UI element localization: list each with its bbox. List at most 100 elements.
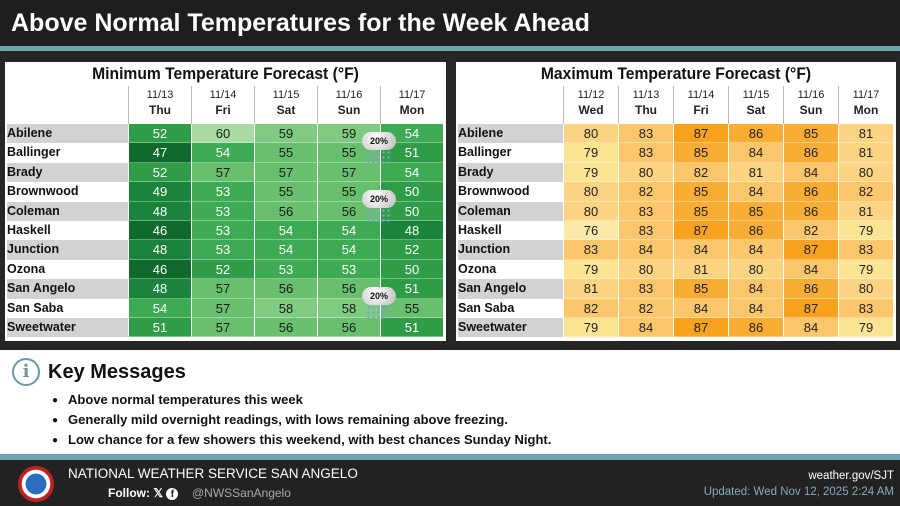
temp-cell: 54: [254, 240, 317, 260]
temp-cell: 80: [563, 201, 618, 221]
temp-cell: 49: [128, 182, 191, 202]
temp-cell: 86: [728, 318, 783, 338]
cloud-icon: 20%: [362, 132, 396, 150]
city-name: Ballinger: [7, 143, 128, 163]
temp-cell: 52: [191, 259, 254, 280]
key-messages: i Key Messages Above normal temperatures…: [0, 350, 900, 454]
temp-cell: 60: [191, 124, 254, 144]
temp-cell: 56: [254, 201, 317, 221]
city-name: Ballinger: [458, 143, 563, 163]
temp-cell: 80: [838, 162, 893, 183]
temp-cell: 85: [673, 279, 728, 299]
table-row: San Saba 82 82 84 84 87 83: [458, 298, 893, 318]
temp-cell: 54: [128, 298, 191, 318]
temp-cell: 53: [191, 201, 254, 221]
temp-cell: 53: [191, 240, 254, 260]
temp-cell: 82: [618, 298, 673, 318]
temp-cell: 80: [563, 124, 618, 144]
temp-cell: 82: [563, 298, 618, 318]
temp-cell: 48: [380, 221, 443, 241]
table-row: San Saba 54 57 58 58 55: [7, 298, 443, 318]
temp-cell: 53: [191, 221, 254, 241]
city-name: Ozona: [458, 259, 563, 280]
temp-cell: 47: [128, 143, 191, 163]
rain-drops-icon: [366, 305, 392, 322]
temp-cell: 84: [783, 318, 838, 338]
temp-cell: 81: [673, 259, 728, 280]
temp-cell: 82: [783, 221, 838, 241]
column-date: 11/15: [272, 89, 300, 101]
city-name: San Saba: [7, 298, 128, 318]
temp-cell: 81: [728, 162, 783, 183]
table-row: Brady 79 80 82 81 84 80: [458, 162, 893, 183]
divider: [0, 46, 900, 51]
table-row: San Angelo 48 57 56 56 51: [7, 279, 443, 299]
temp-cell: 87: [673, 318, 728, 338]
column-day: Wed: [578, 103, 604, 117]
column-header: 11/17 Mon: [838, 86, 893, 124]
updated-timestamp: Updated: Wed Nov 12, 2025 2:24 AM: [703, 486, 894, 498]
city-name: Coleman: [7, 201, 128, 221]
temp-cell: 57: [191, 162, 254, 183]
temp-cell: 53: [317, 259, 380, 280]
table-row: Abilene 80 83 87 86 85 81: [458, 124, 893, 144]
temp-cell: 85: [728, 201, 783, 221]
temp-cell: 55: [380, 298, 443, 318]
temp-cell: 46: [128, 259, 191, 280]
x-icon[interactable]: 𝕏: [153, 486, 164, 500]
temp-cell: 87: [783, 240, 838, 260]
temp-cell: 83: [618, 279, 673, 299]
key-messages-list: Above normal temperatures this week Gene…: [52, 390, 551, 450]
temp-cell: 48: [128, 240, 191, 260]
column-date: 11/17: [398, 89, 426, 101]
temp-cell: 51: [380, 143, 443, 163]
temp-cell: 52: [128, 124, 191, 144]
temp-cell: 82: [618, 182, 673, 202]
column-day: Fri: [215, 103, 231, 117]
cloud-icon: 20%: [362, 287, 396, 306]
temp-cell: 55: [317, 143, 380, 163]
temp-cell: 54: [317, 240, 380, 260]
column-header: 11/17 Mon: [380, 86, 443, 124]
temp-cell: 84: [783, 259, 838, 280]
temp-cell: 83: [838, 298, 893, 318]
city-name: Brady: [7, 162, 128, 183]
temp-cell: 85: [673, 143, 728, 163]
temp-cell: 51: [128, 318, 191, 338]
temp-cell: 79: [563, 318, 618, 338]
table-row: Abilene 52 60 59 59 54: [7, 124, 443, 144]
min-table-title: Minimum Temperature Forecast (°F): [92, 64, 359, 83]
temp-cell: 79: [838, 221, 893, 241]
key-message: Above normal temperatures this week: [52, 390, 551, 410]
column-header: 11/16 Sun: [783, 86, 838, 124]
column-day: Thu: [635, 103, 657, 117]
table-row: Ozona 46 52 53 53 50: [7, 259, 443, 280]
temp-cell: 83: [618, 124, 673, 144]
temp-cell: 86: [783, 143, 838, 163]
key-message: Generally mild overnight readings, with …: [52, 410, 551, 430]
social-handle[interactable]: @NWSSanAngelo: [192, 486, 291, 500]
temp-cell: 56: [317, 318, 380, 338]
temp-cell: 83: [563, 240, 618, 260]
city-name: San Angelo: [458, 279, 563, 299]
table-row: Coleman 80 83 85 85 86 81: [458, 201, 893, 221]
temp-cell: 84: [728, 240, 783, 260]
table-row: Brownwood 80 82 85 84 86 82: [458, 182, 893, 202]
city-name: Haskell: [458, 221, 563, 241]
temp-cell: 46: [128, 221, 191, 241]
rain-chance-icon: 20%: [362, 283, 396, 323]
temp-cell: 80: [618, 162, 673, 183]
temp-cell: 48: [128, 279, 191, 299]
temp-cell: 80: [838, 279, 893, 299]
column-header: 11/15 Sat: [728, 86, 783, 124]
facebook-icon[interactable]: f: [166, 488, 179, 500]
temp-cell: 83: [838, 240, 893, 260]
city-name: Brady: [458, 162, 563, 183]
city-name: San Saba: [458, 298, 563, 318]
website-link[interactable]: weather.gov/SJT: [808, 470, 894, 482]
city-name: Brownwood: [7, 182, 128, 202]
temp-cell: 56: [317, 201, 380, 221]
rain-drops-icon: [366, 150, 392, 166]
max-temp-table: Maximum Temperature Forecast (°F) 11/12 W…: [456, 62, 896, 341]
rain-chance-icon: 20%: [362, 186, 396, 226]
